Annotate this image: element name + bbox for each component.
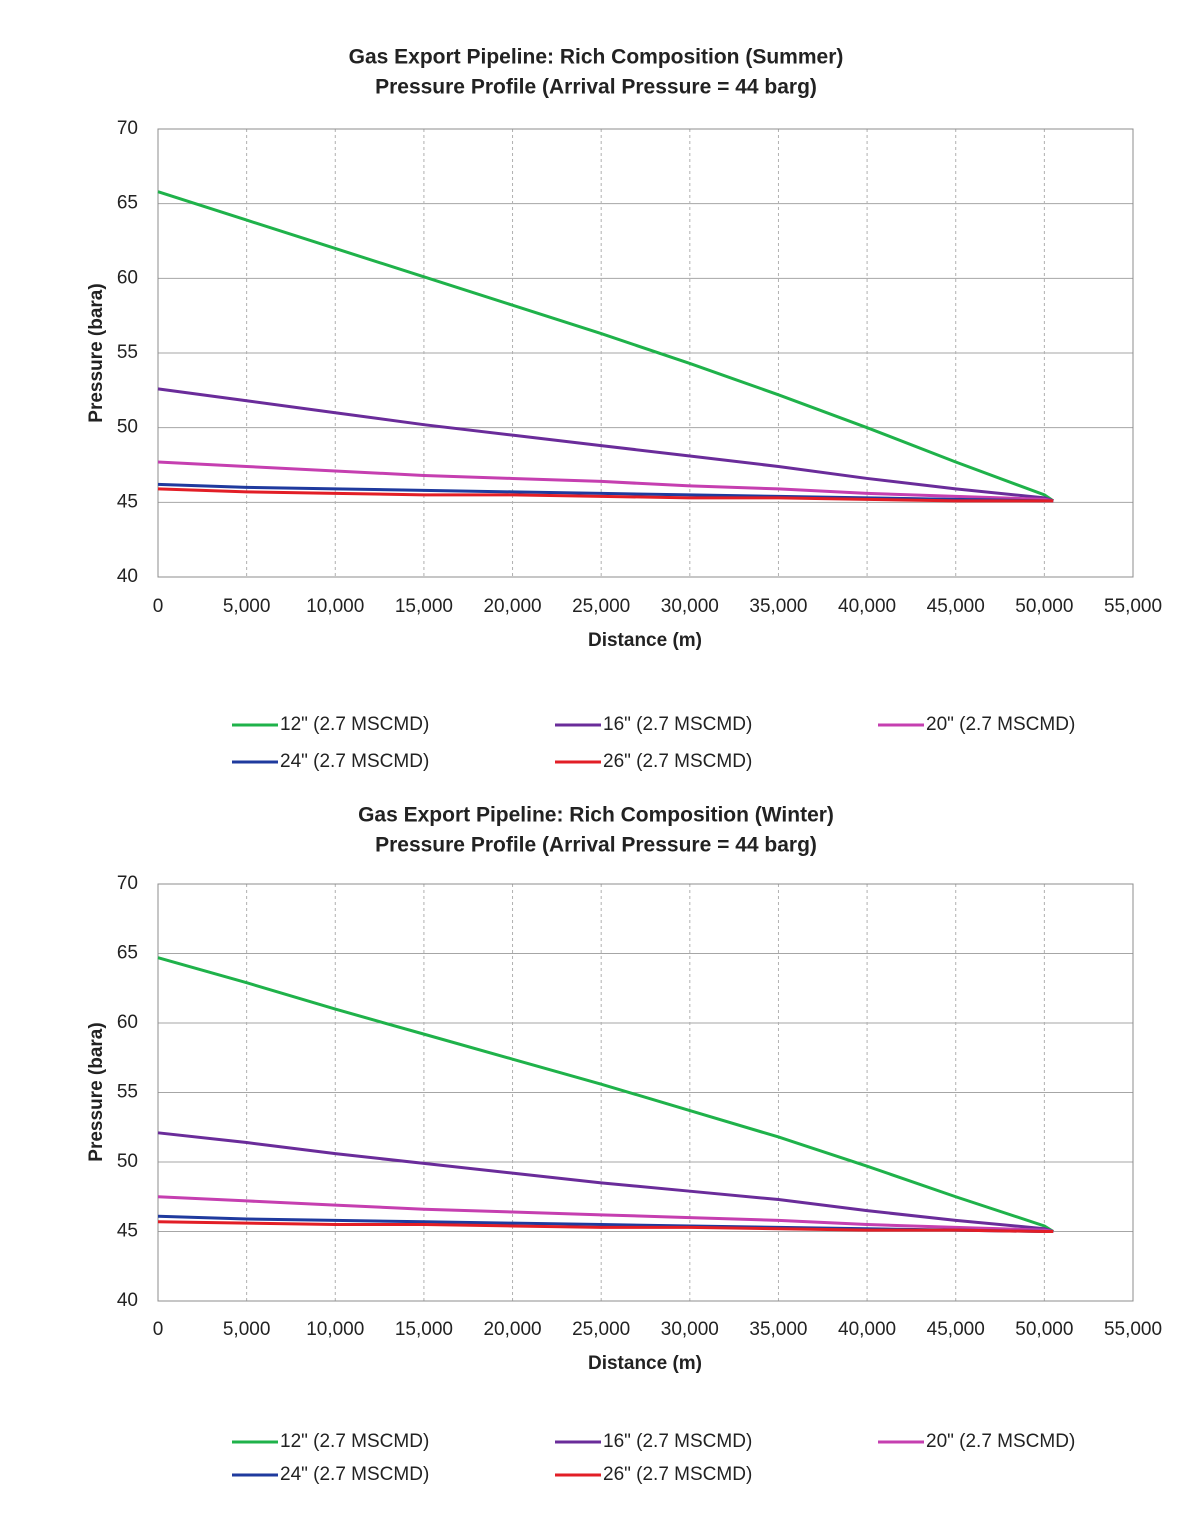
- x-tick-label: 45,000: [927, 596, 985, 617]
- series-line: [157, 1131, 1054, 1233]
- x-tick-label: 35,000: [749, 1319, 807, 1340]
- x-tick-label: 0: [153, 1319, 164, 1340]
- x-tick-label: 30,000: [661, 596, 719, 617]
- y-tick-label: 50: [117, 1151, 138, 1172]
- y-tick-label: 60: [117, 1012, 138, 1033]
- plot-frame: [157, 883, 1134, 1302]
- series-line: [157, 190, 1055, 503]
- plot-frame: [157, 128, 1134, 578]
- y-tick-label: 50: [117, 417, 138, 438]
- legend-label: 24" (2.7 MSCMD): [280, 1464, 429, 1485]
- y-tick-label: 55: [117, 1082, 138, 1103]
- y-tick-label: 70: [117, 118, 138, 139]
- y-tick-label: 45: [117, 1221, 138, 1242]
- y-tick-label: 70: [117, 873, 138, 894]
- chart-subtitle: Pressure Profile (Arrival Pressure = 44 …: [375, 76, 817, 99]
- x-tick-label: 40,000: [838, 1319, 896, 1340]
- chart-title: Gas Export Pipeline: Rich Composition (W…: [358, 804, 834, 827]
- y-tick-label: 45: [117, 491, 138, 512]
- x-tick-label: 20,000: [483, 1319, 541, 1340]
- x-tick-label: 10,000: [306, 596, 364, 617]
- x-tick-label: 5,000: [223, 596, 271, 617]
- x-tick-label: 55,000: [1104, 1319, 1162, 1340]
- y-tick-label: 40: [117, 1290, 138, 1311]
- x-tick-label: 40,000: [838, 596, 896, 617]
- x-tick-label: 25,000: [572, 596, 630, 617]
- y-axis-title: Pressure (bara): [86, 1022, 107, 1161]
- series-line: [157, 956, 1055, 1233]
- series-line: [157, 460, 1054, 503]
- y-tick-label: 60: [117, 267, 138, 288]
- x-tick-label: 10,000: [306, 1319, 364, 1340]
- x-tick-label: 20,000: [483, 596, 541, 617]
- x-axis-title: Distance (m): [588, 1353, 702, 1374]
- x-tick-label: 30,000: [661, 1319, 719, 1340]
- legend-label: 16" (2.7 MSCMD): [603, 1431, 752, 1452]
- x-tick-label: 25,000: [572, 1319, 630, 1340]
- x-tick-label: 35,000: [749, 596, 807, 617]
- y-tick-label: 55: [117, 342, 138, 363]
- series-line: [157, 1220, 1054, 1233]
- y-axis-title: Pressure (bara): [86, 283, 107, 422]
- y-tick-label: 65: [117, 193, 138, 214]
- x-tick-label: 15,000: [395, 1319, 453, 1340]
- series-line: [157, 387, 1054, 503]
- x-tick-label: 50,000: [1015, 596, 1073, 617]
- legend-label: 26" (2.7 MSCMD): [603, 1464, 752, 1485]
- legend-label: 20" (2.7 MSCMD): [926, 714, 1075, 735]
- legend-label: 16" (2.7 MSCMD): [603, 714, 752, 735]
- x-tick-label: 50,000: [1015, 1319, 1073, 1340]
- x-axis-title: Distance (m): [588, 630, 702, 651]
- x-tick-label: 45,000: [927, 1319, 985, 1340]
- legend-label: 24" (2.7 MSCMD): [280, 751, 429, 772]
- x-tick-label: 0: [153, 596, 164, 617]
- x-tick-label: 55,000: [1104, 596, 1162, 617]
- x-tick-label: 15,000: [395, 596, 453, 617]
- y-tick-label: 65: [117, 943, 138, 964]
- legend-label: 26" (2.7 MSCMD): [603, 751, 752, 772]
- y-tick-label: 40: [117, 566, 138, 587]
- series-line: [157, 487, 1054, 503]
- chart-title: Gas Export Pipeline: Rich Composition (S…: [349, 46, 844, 69]
- legend-label: 12" (2.7 MSCMD): [280, 714, 429, 735]
- x-tick-label: 5,000: [223, 1319, 271, 1340]
- legend-label: 12" (2.7 MSCMD): [280, 1431, 429, 1452]
- chart-subtitle: Pressure Profile (Arrival Pressure = 44 …: [375, 834, 817, 857]
- series-line: [157, 1195, 1054, 1233]
- legend-label: 20" (2.7 MSCMD): [926, 1431, 1075, 1452]
